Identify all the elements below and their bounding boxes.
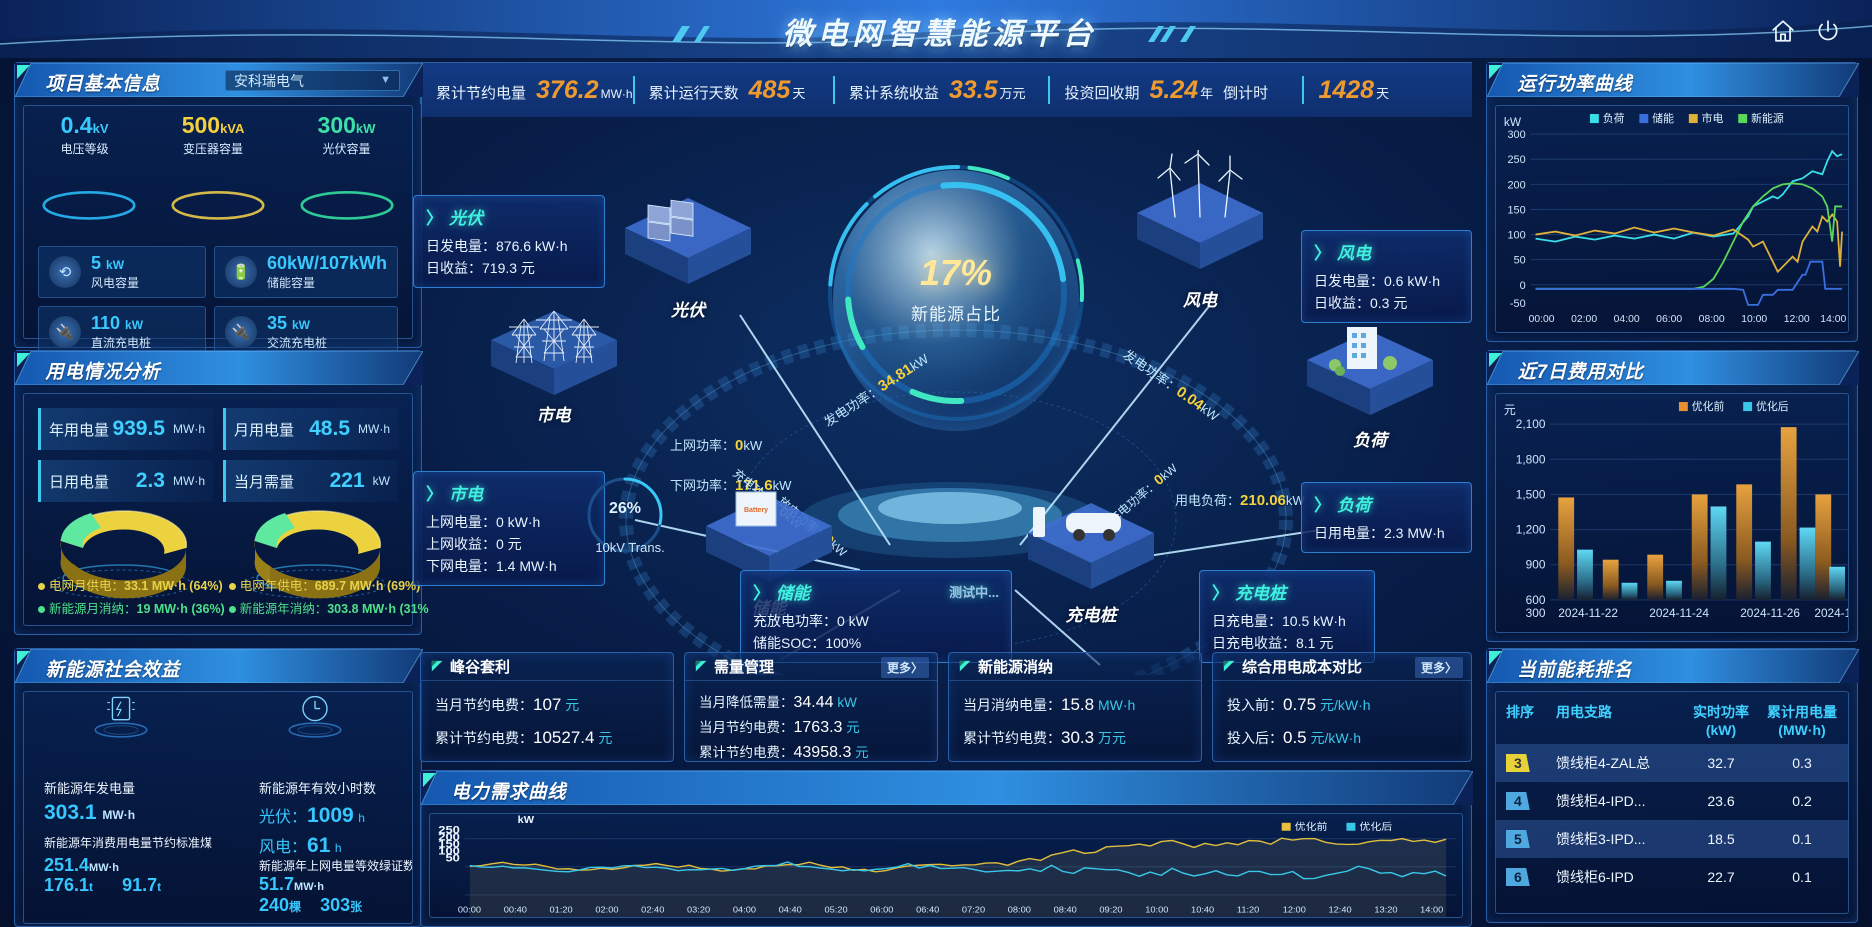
svg-text:04:40: 04:40 [779, 905, 802, 914]
svg-text:1,200: 1,200 [1516, 523, 1546, 537]
svg-text:优化后: 优化后 [1756, 399, 1789, 413]
svg-text:50: 50 [1514, 255, 1526, 267]
svg-text:01:20: 01:20 [550, 905, 573, 914]
svg-text:-50: -50 [1510, 298, 1526, 310]
svg-text:300: 300 [1526, 606, 1546, 620]
svg-text:02:40: 02:40 [641, 905, 664, 914]
svg-text:11:20: 11:20 [1237, 905, 1260, 914]
svg-text:300: 300 [1508, 129, 1526, 141]
svg-text:08:00: 08:00 [1699, 314, 1725, 325]
svg-text:12:00: 12:00 [1283, 905, 1306, 914]
svg-text:05:20: 05:20 [824, 905, 847, 914]
svg-text:10:40: 10:40 [1191, 905, 1214, 914]
svg-text:04:00: 04:00 [1614, 314, 1640, 325]
svg-text:新能源: 新能源 [1751, 111, 1784, 125]
svg-text:07:20: 07:20 [962, 905, 985, 914]
svg-text:Battery: Battery [744, 507, 768, 514]
svg-text:03:20: 03:20 [687, 905, 710, 914]
svg-text:02:00: 02:00 [1571, 314, 1597, 325]
svg-text:12:00: 12:00 [1784, 314, 1810, 325]
svg-text:00:00: 00:00 [1529, 314, 1555, 325]
svg-text:元: 元 [1504, 403, 1516, 417]
svg-text:14:00: 14:00 [1820, 314, 1846, 325]
svg-text:02:00: 02:00 [595, 905, 618, 914]
svg-text:2,100: 2,100 [1516, 417, 1546, 431]
svg-text:负荷: 负荷 [1603, 111, 1625, 125]
svg-text:储能: 储能 [1652, 111, 1674, 125]
svg-text:50: 50 [445, 851, 460, 864]
svg-text:00:00: 00:00 [458, 905, 481, 914]
svg-text:2024-11-26: 2024-11-26 [1740, 606, 1800, 620]
svg-text:1,800: 1,800 [1516, 452, 1546, 466]
svg-text:150: 150 [1508, 204, 1526, 216]
svg-text:0: 0 [1520, 280, 1526, 292]
svg-text:08:00: 08:00 [1008, 905, 1031, 914]
svg-text:200: 200 [1508, 179, 1526, 191]
svg-text:优化后: 优化后 [1359, 820, 1392, 832]
svg-text:14:00: 14:00 [1420, 905, 1443, 914]
svg-text:13:20: 13:20 [1374, 905, 1397, 914]
svg-text:09:20: 09:20 [1099, 905, 1122, 914]
svg-text:2024-11-22: 2024-11-22 [1558, 606, 1618, 620]
svg-text:06:40: 06:40 [916, 905, 939, 914]
svg-text:00:40: 00:40 [504, 905, 527, 914]
svg-text:10:00: 10:00 [1741, 314, 1767, 325]
svg-text:900: 900 [1526, 558, 1546, 572]
svg-text:市电: 市电 [1702, 111, 1724, 125]
svg-text:12:40: 12:40 [1329, 905, 1352, 914]
svg-text:kW: kW [518, 815, 535, 825]
svg-text:优化前: 优化前 [1295, 820, 1328, 832]
svg-text:600: 600 [1526, 593, 1546, 607]
svg-text:04:00: 04:00 [733, 905, 756, 914]
svg-text:2024-11-24: 2024-11-24 [1649, 606, 1709, 620]
svg-text:2024-11-28: 2024-11-28 [1814, 606, 1848, 620]
svg-text:优化前: 优化前 [1692, 399, 1725, 413]
svg-text:10:00: 10:00 [1145, 905, 1168, 914]
svg-text:100: 100 [1508, 230, 1526, 242]
svg-text:06:00: 06:00 [870, 905, 893, 914]
svg-text:1,500: 1,500 [1516, 487, 1546, 501]
svg-text:kW: kW [1504, 115, 1522, 129]
svg-text:06:00: 06:00 [1656, 314, 1682, 325]
svg-text:08:40: 08:40 [1054, 905, 1077, 914]
svg-text:250: 250 [1508, 154, 1526, 166]
